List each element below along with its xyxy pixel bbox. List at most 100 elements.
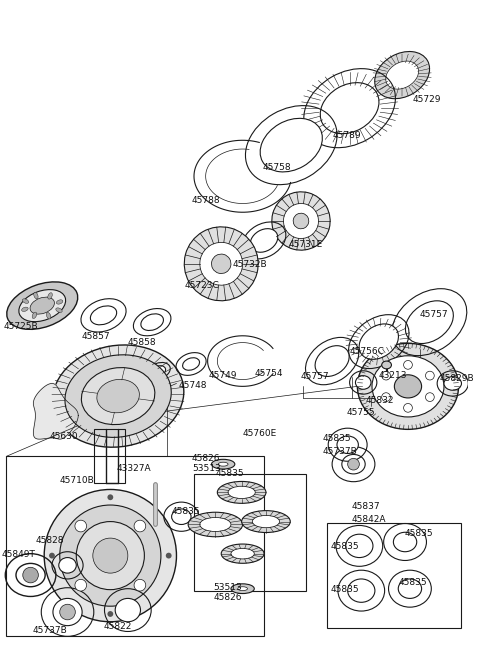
Bar	[194, 474, 306, 590]
Text: 45849T: 45849T	[1, 550, 35, 559]
Bar	[6, 457, 264, 636]
Ellipse shape	[188, 512, 242, 537]
Ellipse shape	[47, 312, 51, 319]
Ellipse shape	[359, 324, 398, 359]
Ellipse shape	[82, 367, 155, 424]
Ellipse shape	[348, 459, 360, 470]
Ellipse shape	[293, 213, 309, 229]
Text: 45788: 45788	[191, 195, 220, 205]
Ellipse shape	[19, 289, 66, 321]
Ellipse shape	[53, 598, 82, 626]
Ellipse shape	[212, 254, 231, 274]
Ellipse shape	[394, 532, 417, 552]
Ellipse shape	[22, 307, 28, 312]
Text: 45835: 45835	[398, 578, 427, 587]
Text: 45630: 45630	[50, 432, 79, 441]
Ellipse shape	[398, 579, 421, 598]
Bar	[94, 429, 125, 483]
Ellipse shape	[32, 312, 36, 319]
Ellipse shape	[217, 482, 266, 503]
Ellipse shape	[444, 377, 461, 390]
Text: 45754: 45754	[254, 369, 283, 378]
Ellipse shape	[22, 299, 29, 303]
Text: 45837: 45837	[351, 502, 380, 511]
Ellipse shape	[59, 558, 76, 573]
Circle shape	[404, 361, 412, 369]
Ellipse shape	[250, 229, 278, 253]
Text: 45710B: 45710B	[60, 476, 95, 485]
Text: 45857: 45857	[81, 332, 110, 341]
Text: 45828: 45828	[36, 536, 64, 545]
Circle shape	[425, 393, 434, 401]
Ellipse shape	[395, 375, 421, 398]
Ellipse shape	[382, 361, 392, 369]
Ellipse shape	[44, 489, 177, 622]
Ellipse shape	[90, 306, 117, 325]
Ellipse shape	[342, 455, 365, 474]
Ellipse shape	[346, 534, 373, 558]
Text: 45749: 45749	[209, 371, 237, 380]
Ellipse shape	[172, 509, 191, 525]
Circle shape	[382, 393, 390, 401]
Circle shape	[108, 495, 113, 500]
Ellipse shape	[65, 355, 171, 438]
Text: 43327A: 43327A	[116, 464, 151, 473]
Ellipse shape	[93, 538, 128, 573]
Text: 45723C: 45723C	[184, 281, 219, 291]
Ellipse shape	[76, 522, 144, 590]
Text: 45829B: 45829B	[439, 374, 474, 382]
Ellipse shape	[228, 486, 255, 499]
Text: 45835: 45835	[330, 584, 359, 594]
Text: 45858: 45858	[128, 338, 156, 347]
Ellipse shape	[260, 118, 323, 172]
Text: 45756C: 45756C	[349, 348, 384, 356]
Circle shape	[404, 403, 412, 412]
Circle shape	[108, 611, 113, 617]
Ellipse shape	[406, 301, 454, 344]
Text: 45835: 45835	[405, 529, 434, 539]
Text: 45737B: 45737B	[323, 447, 357, 456]
Text: 53513: 53513	[214, 583, 242, 592]
Ellipse shape	[16, 564, 45, 586]
Ellipse shape	[231, 584, 254, 594]
Ellipse shape	[212, 459, 235, 469]
Ellipse shape	[56, 300, 63, 304]
Text: 45732B: 45732B	[233, 260, 267, 269]
Ellipse shape	[386, 61, 419, 89]
Ellipse shape	[356, 376, 371, 389]
Ellipse shape	[218, 462, 228, 466]
Circle shape	[75, 520, 86, 532]
Text: 45758: 45758	[262, 163, 291, 172]
Ellipse shape	[152, 365, 166, 376]
Bar	[327, 523, 461, 628]
Ellipse shape	[272, 192, 330, 250]
Ellipse shape	[52, 345, 184, 447]
Circle shape	[166, 553, 172, 558]
Text: 45835: 45835	[330, 542, 359, 551]
Polygon shape	[34, 384, 78, 439]
Bar	[94, 384, 167, 457]
Circle shape	[49, 553, 55, 558]
Text: 45748: 45748	[179, 380, 207, 390]
Text: 43213: 43213	[379, 371, 408, 380]
Ellipse shape	[184, 227, 258, 300]
Circle shape	[134, 520, 146, 532]
Text: 45731E: 45731E	[288, 241, 323, 249]
Ellipse shape	[238, 586, 248, 590]
Ellipse shape	[320, 83, 379, 134]
Ellipse shape	[115, 598, 141, 622]
Ellipse shape	[34, 293, 38, 299]
Text: 45729: 45729	[413, 94, 441, 104]
Ellipse shape	[348, 579, 375, 602]
Ellipse shape	[231, 548, 254, 559]
Ellipse shape	[182, 358, 200, 370]
Ellipse shape	[60, 604, 75, 620]
Text: 45822: 45822	[104, 622, 132, 631]
Ellipse shape	[221, 544, 264, 564]
Text: 45725B: 45725B	[3, 322, 38, 331]
Ellipse shape	[358, 343, 458, 430]
Ellipse shape	[337, 436, 359, 453]
Text: 45757: 45757	[301, 372, 330, 380]
Ellipse shape	[252, 516, 279, 527]
Text: 45842A: 45842A	[351, 515, 386, 523]
